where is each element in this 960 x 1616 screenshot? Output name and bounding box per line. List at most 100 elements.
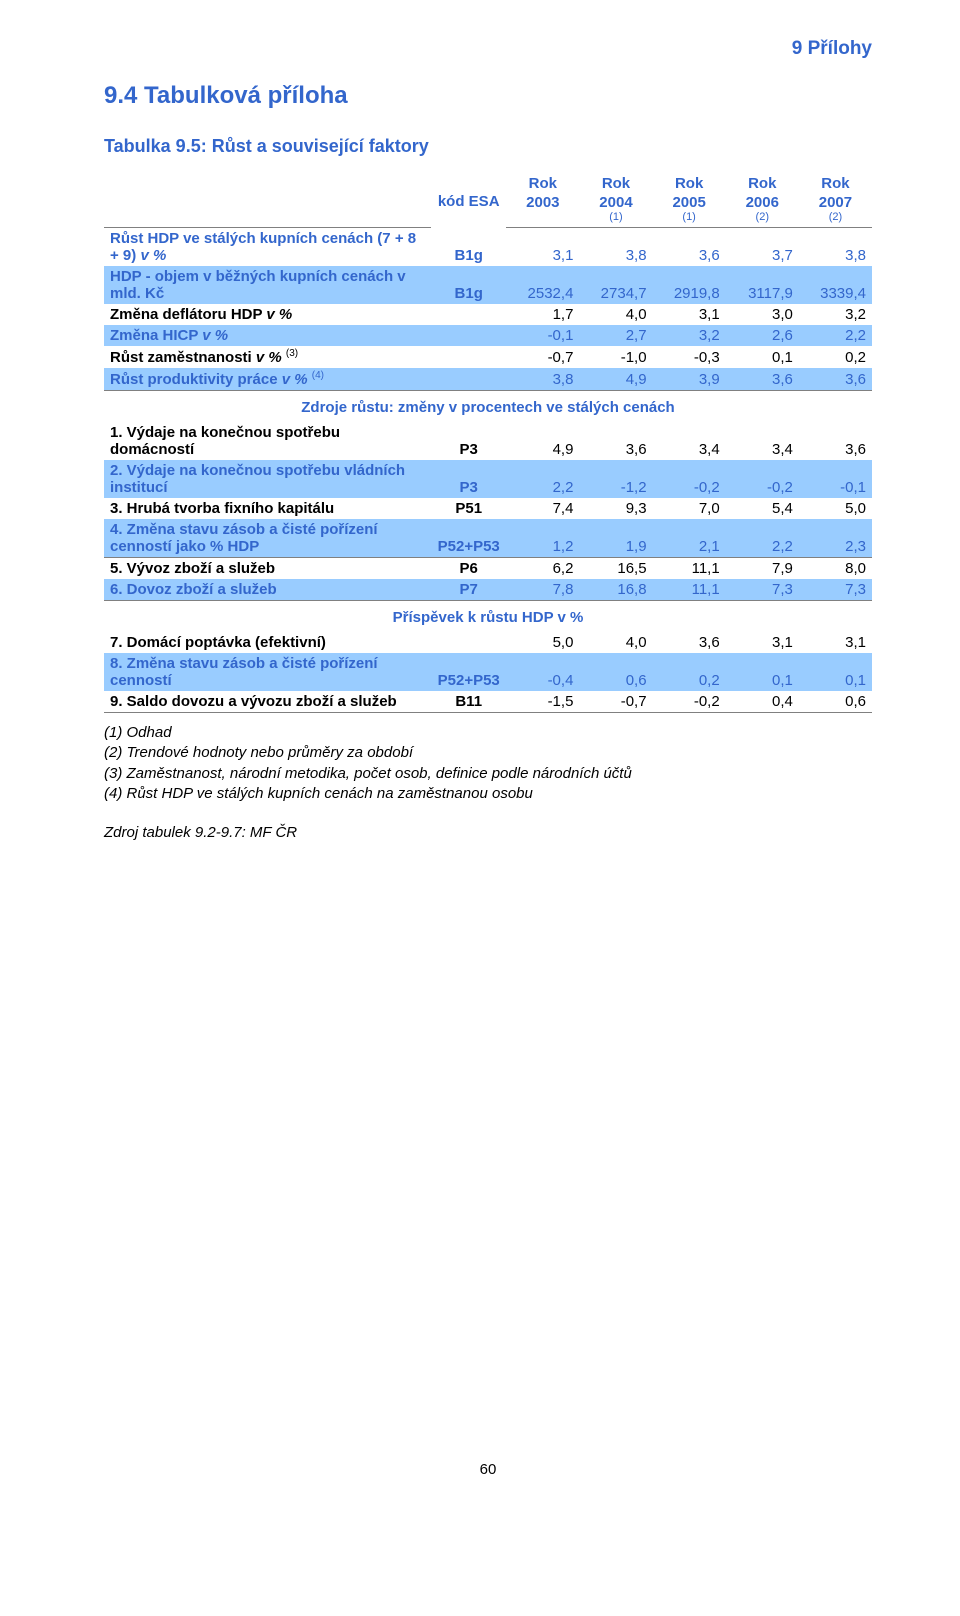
col-year-0: 2003	[506, 192, 579, 211]
table-row: Růst produktivity práce v % (4)3,84,93,9…	[104, 368, 872, 391]
cell-value: 3,6	[579, 422, 652, 460]
cell-value: 0,6	[799, 691, 872, 713]
cell-value: 4,0	[579, 632, 652, 653]
cell-value: 2,3	[799, 519, 872, 558]
cell-value: 0,1	[799, 653, 872, 691]
cell-value: 2919,8	[653, 266, 726, 304]
table-row: 2. Výdaje na konečnou spotřebu vládních …	[104, 460, 872, 498]
row-label: 9. Saldo dovozu a vývozu zboží a služeb	[104, 691, 431, 713]
cell-value: -0,2	[726, 460, 799, 498]
table-row: Růst zaměstnanosti v % (3)-0,7-1,0-0,30,…	[104, 346, 872, 368]
row-label: Růst produktivity práce v % (4)	[104, 368, 431, 391]
table-row: 1. Výdaje na konečnou spotřebu domácnost…	[104, 422, 872, 460]
cell-value: 1,2	[506, 519, 579, 558]
cell-value: 3,6	[653, 632, 726, 653]
cell-value: -0,2	[653, 460, 726, 498]
cell-value: 0,2	[653, 653, 726, 691]
table-row: Změna deflátoru HDP v %1,74,03,13,03,2	[104, 304, 872, 325]
cell-value: -0,1	[799, 460, 872, 498]
col-kod-esa: kód ESA	[431, 173, 506, 228]
table-row: Růst HDP ve stálých kupních cenách (7 + …	[104, 228, 872, 267]
table-caption: Tabulka 9.5: Růst a související faktory	[104, 136, 872, 157]
cell-value: 3,4	[726, 422, 799, 460]
cell-value: 0,1	[726, 653, 799, 691]
cell-value: 3,6	[726, 368, 799, 391]
row-code: P52+P53	[431, 519, 506, 558]
cell-value: 3,1	[506, 228, 579, 267]
cell-value: 2,7	[579, 325, 652, 346]
cell-value: 3,1	[653, 304, 726, 325]
row-code	[431, 304, 506, 325]
col-sub-4: (2)	[799, 211, 872, 228]
cell-value: 2532,4	[506, 266, 579, 304]
row-code: B1g	[431, 228, 506, 267]
row-code: P52+P53	[431, 653, 506, 691]
footnotes: (1) Odhad (2) Trendové hodnoty nebo prům…	[104, 723, 872, 804]
cell-value: -0,7	[579, 691, 652, 713]
cell-value: 3,8	[799, 228, 872, 267]
cell-value: 2,2	[506, 460, 579, 498]
footnote-1: (1) Odhad	[104, 723, 872, 743]
row-code: P6	[431, 558, 506, 580]
cell-value: -0,1	[506, 325, 579, 346]
cell-value: 0,6	[579, 653, 652, 691]
col-year-4: 2007	[799, 192, 872, 211]
cell-value: 3,1	[726, 632, 799, 653]
cell-value: 1,7	[506, 304, 579, 325]
cell-value: 3,6	[799, 422, 872, 460]
row-label: 4. Změna stavu zásob a čisté pořízení ce…	[104, 519, 431, 558]
cell-value: 16,8	[579, 579, 652, 601]
col-rok-2: Rok	[653, 173, 726, 192]
row-label: Růst zaměstnanosti v % (3)	[104, 346, 431, 368]
table-row: 7. Domácí poptávka (efektivní)5,04,03,63…	[104, 632, 872, 653]
cell-value: 3,2	[799, 304, 872, 325]
row-label: 2. Výdaje na konečnou spotřebu vládních …	[104, 460, 431, 498]
row-label: 5. Vývoz zboží a služeb	[104, 558, 431, 580]
page-title: 9.4 Tabulková příloha	[104, 82, 872, 110]
cell-value: 6,2	[506, 558, 579, 580]
row-label: 1. Výdaje na konečnou spotřebu domácnost…	[104, 422, 431, 460]
col-rok-4: Rok	[799, 173, 872, 192]
cell-value: -0,2	[653, 691, 726, 713]
row-code	[431, 325, 506, 346]
footnote-4: (4) Růst HDP ve stálých kupních cenách n…	[104, 784, 872, 804]
cell-value: 7,9	[726, 558, 799, 580]
table-row: 6. Dovoz zboží a služebP77,816,811,17,37…	[104, 579, 872, 601]
col-sub-2: (1)	[653, 211, 726, 228]
section-title: Příspěvek k růstu HDP v %	[104, 601, 872, 633]
cell-value: 4,0	[579, 304, 652, 325]
row-code: B11	[431, 691, 506, 713]
row-label: Změna deflátoru HDP v %	[104, 304, 431, 325]
footnote-3: (3) Zaměstnanost, národní metodika, poče…	[104, 764, 872, 784]
row-label: Růst HDP ve stálých kupních cenách (7 + …	[104, 228, 431, 267]
col-rok-3: Rok	[726, 173, 799, 192]
table-row: 4. Změna stavu zásob a čisté pořízení ce…	[104, 519, 872, 558]
cell-value: 3339,4	[799, 266, 872, 304]
cell-value: 3,4	[653, 422, 726, 460]
cell-value: 3,8	[579, 228, 652, 267]
row-label: 6. Dovoz zboží a služeb	[104, 579, 431, 601]
row-code	[431, 346, 506, 368]
cell-value: 11,1	[653, 558, 726, 580]
source-label: Zdroj tabulek 9.2-9.7: MF ČR	[104, 824, 872, 841]
cell-value: 7,0	[653, 498, 726, 519]
table-row: 5. Vývoz zboží a služebP66,216,511,17,98…	[104, 558, 872, 580]
cell-value: -0,3	[653, 346, 726, 368]
row-label: 7. Domácí poptávka (efektivní)	[104, 632, 431, 653]
cell-value: 2,1	[653, 519, 726, 558]
table-row: 9. Saldo dovozu a vývozu zboží a služebB…	[104, 691, 872, 713]
cell-value: 2,6	[726, 325, 799, 346]
cell-value: 5,0	[799, 498, 872, 519]
col-year-2: 2005	[653, 192, 726, 211]
row-label: Změna HICP v %	[104, 325, 431, 346]
cell-value: 5,4	[726, 498, 799, 519]
row-code: B1g	[431, 266, 506, 304]
row-code: P7	[431, 579, 506, 601]
cell-value: 0,2	[799, 346, 872, 368]
row-code: P51	[431, 498, 506, 519]
col-year-1: 2004	[579, 192, 652, 211]
table-header: kód ESA Rok Rok Rok Rok Rok 2003 2004 20…	[104, 173, 872, 228]
cell-value: 3,9	[653, 368, 726, 391]
cell-value: 16,5	[579, 558, 652, 580]
cell-value: -0,7	[506, 346, 579, 368]
